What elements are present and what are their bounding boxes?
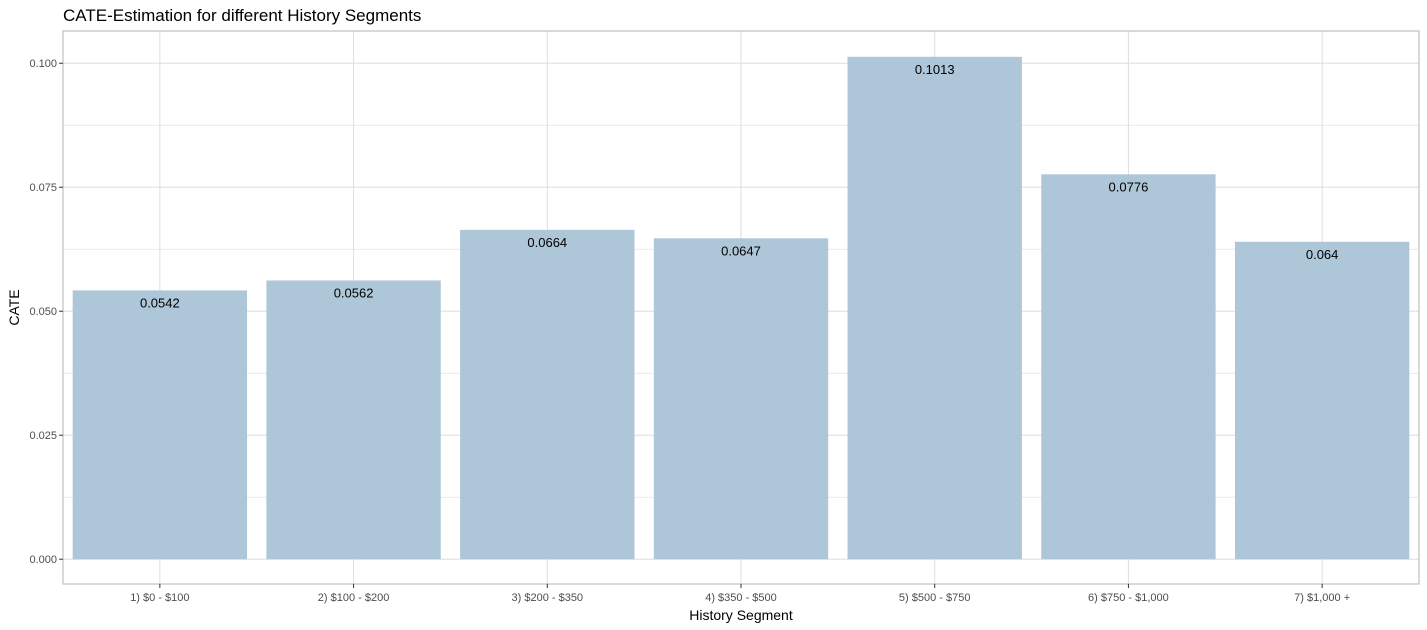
bar — [1234, 241, 1410, 560]
x-tick-label: 5) $500 - $750 — [899, 592, 971, 604]
x-tick-label: 3) $200 - $350 — [512, 592, 584, 604]
data-labels: 0.0542 0.0562 0.0664 0.0647 0.1013 0.0776 0.06… — [140, 62, 1338, 311]
y-axis-ticks: 0.000 0.025 0.050 0.075 0.100 — [29, 58, 63, 566]
y-axis-title: CATE — [6, 289, 22, 325]
bars — [72, 56, 1410, 560]
chart-title: CATE-Estimation for different History Se… — [63, 6, 422, 25]
data-label: 0.1013 — [915, 62, 955, 77]
y-tick-label: 0.050 — [29, 306, 57, 318]
x-tick-label: 1) $0 - $100 — [130, 592, 189, 604]
bar — [653, 238, 829, 560]
data-label: 0.0776 — [1109, 179, 1149, 194]
x-axis-title: History Segment — [689, 607, 793, 623]
bar — [1041, 174, 1216, 560]
x-tick-label: 6) $750 - $1,000 — [1088, 592, 1169, 604]
y-tick-label: 0.100 — [29, 58, 57, 70]
y-tick-label: 0.000 — [29, 554, 57, 566]
y-tick-label: 0.025 — [29, 430, 57, 442]
x-tick-label: 2) $100 - $200 — [318, 592, 390, 604]
bar — [266, 280, 441, 560]
bar — [460, 229, 635, 560]
x-tick-label: 4) $350 - $500 — [705, 592, 777, 604]
data-label: 0.0542 — [140, 295, 180, 310]
data-label: 0.0664 — [527, 235, 567, 250]
x-tick-label: 7) $1,000 + — [1294, 592, 1350, 604]
y-tick-label: 0.075 — [29, 182, 57, 194]
data-label: 0.0647 — [721, 243, 761, 258]
data-label: 0.064 — [1306, 247, 1339, 262]
data-label: 0.0562 — [334, 285, 374, 300]
bar — [847, 56, 1022, 560]
bar — [72, 290, 248, 560]
x-axis-ticks: 1) $0 - $100 2) $100 - $200 3) $200 - $350… — [130, 584, 1350, 604]
